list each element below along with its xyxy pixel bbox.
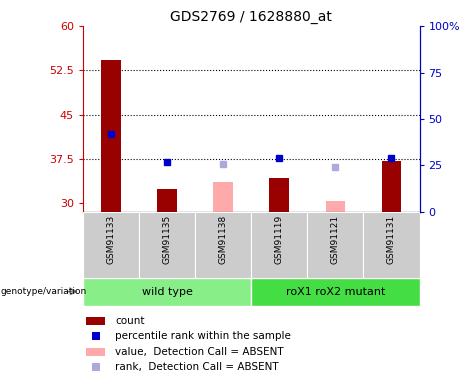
Bar [382,160,401,212]
Text: count: count [115,316,144,326]
Text: GSM91135: GSM91135 [163,215,171,264]
Bar [83,212,139,278]
Bar [83,278,251,306]
Bar [251,278,420,306]
Bar [363,212,420,278]
Bar [307,212,363,278]
Text: GSM91133: GSM91133 [106,215,116,264]
Text: GSM91138: GSM91138 [219,215,228,264]
Text: value,  Detection Call = ABSENT: value, Detection Call = ABSENT [115,347,284,357]
Bar [251,212,307,278]
Bar [86,348,105,356]
Text: wild type: wild type [142,286,193,297]
Bar [157,189,177,212]
Text: genotype/variation: genotype/variation [0,287,87,296]
Text: GSM91121: GSM91121 [331,215,340,264]
Bar [213,182,233,212]
Text: rank,  Detection Call = ABSENT: rank, Detection Call = ABSENT [115,362,278,372]
Bar [101,60,121,212]
Bar [325,201,345,212]
Text: GSM91119: GSM91119 [275,215,284,264]
Text: roX1 roX2 mutant: roX1 roX2 mutant [286,286,385,297]
Bar [86,317,105,325]
Text: GSM91131: GSM91131 [387,215,396,264]
Bar [195,212,251,278]
Bar [270,178,289,212]
Text: percentile rank within the sample: percentile rank within the sample [115,332,291,341]
Bar [139,212,195,278]
Title: GDS2769 / 1628880_at: GDS2769 / 1628880_at [170,10,332,24]
